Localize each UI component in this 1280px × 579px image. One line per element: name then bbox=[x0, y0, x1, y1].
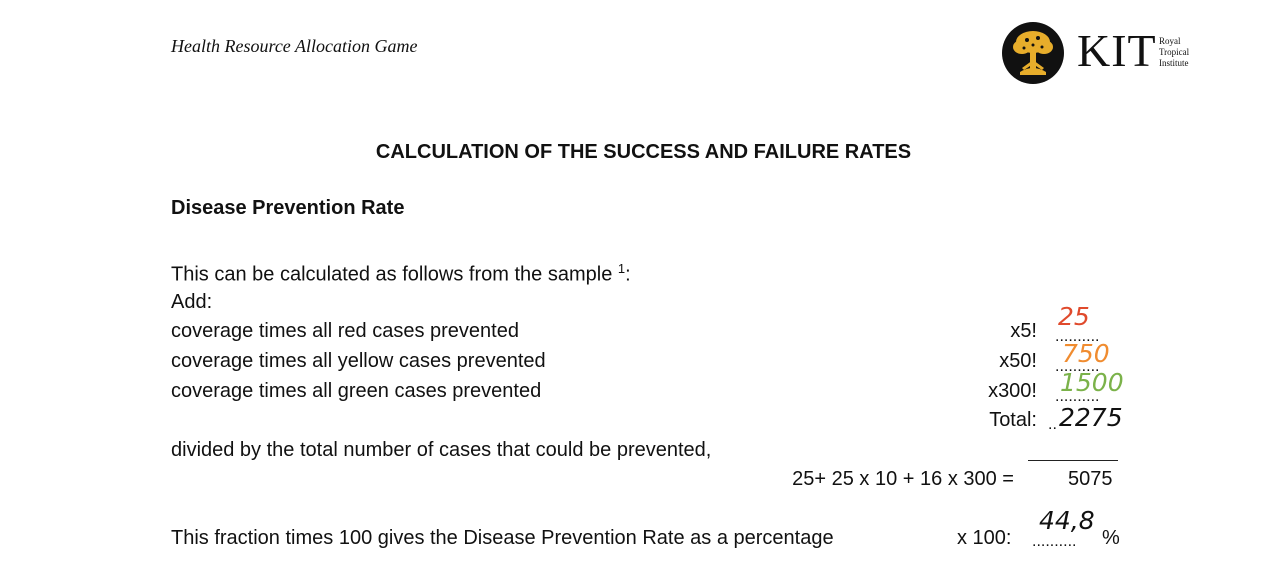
total-label: Total: bbox=[989, 409, 1037, 431]
formula-result: 5075 bbox=[1068, 468, 1113, 490]
divided-line: divided by the total number of cases tha… bbox=[171, 439, 712, 461]
multiplier-yellow: x50! bbox=[999, 350, 1037, 372]
dots-green: .......... bbox=[1055, 388, 1100, 405]
value-green: 1500 bbox=[1060, 368, 1124, 397]
section-heading: Disease Prevention Rate bbox=[171, 197, 405, 219]
final-line: This fraction times 100 gives the Diseas… bbox=[171, 527, 834, 549]
kit-logo bbox=[1000, 20, 1210, 86]
logo-subtitle-line: Royal bbox=[1159, 36, 1181, 46]
row-label-green: coverage times all green cases prevented bbox=[171, 380, 542, 402]
logo-subtitle-line: Institute bbox=[1159, 58, 1189, 68]
logo-subtitle: Royal Tropical Institute bbox=[1159, 36, 1219, 69]
multiplier-green: x300! bbox=[988, 380, 1037, 402]
logo-subtitle-line: Tropical bbox=[1159, 47, 1190, 57]
intro-text: This can be calculated as follows from t… bbox=[171, 263, 618, 286]
document-heading: CALCULATION OF THE SUCCESS AND FAILURE R… bbox=[375, 141, 912, 163]
header-title: Health Resource Allocation Game bbox=[171, 36, 418, 56]
divider-rule bbox=[1028, 460, 1118, 461]
row-label-red: coverage times all red cases prevented bbox=[171, 320, 519, 342]
value-yellow: 750 bbox=[1062, 339, 1110, 368]
percent-sign: % bbox=[1102, 527, 1120, 549]
dots-yellow: .......... bbox=[1055, 358, 1100, 375]
total-dots: .. bbox=[1048, 416, 1057, 433]
value-red: 25 bbox=[1058, 302, 1090, 331]
tree-emblem-icon bbox=[1002, 22, 1064, 84]
formula: 25+ 25 x 10 + 16 x 300 = bbox=[792, 468, 1014, 490]
times-100-label: x 100: bbox=[957, 527, 1012, 549]
footnote-ref: 1 bbox=[617, 261, 626, 276]
final-value: 44,8 bbox=[1039, 506, 1095, 535]
dots-red: .......... bbox=[1055, 328, 1100, 345]
total-value: 2275 bbox=[1059, 403, 1123, 432]
row-label-yellow: coverage times all yellow cases prevente… bbox=[171, 350, 546, 372]
multiplier-red: x5! bbox=[1010, 320, 1037, 342]
intro-line: This can be calculated as follows from t… bbox=[171, 261, 631, 287]
add-label: Add: bbox=[171, 291, 213, 313]
intro-suffix: : bbox=[625, 263, 631, 286]
final-dots: .......... bbox=[1032, 533, 1077, 550]
logo-acronym: KIT bbox=[1077, 25, 1157, 76]
